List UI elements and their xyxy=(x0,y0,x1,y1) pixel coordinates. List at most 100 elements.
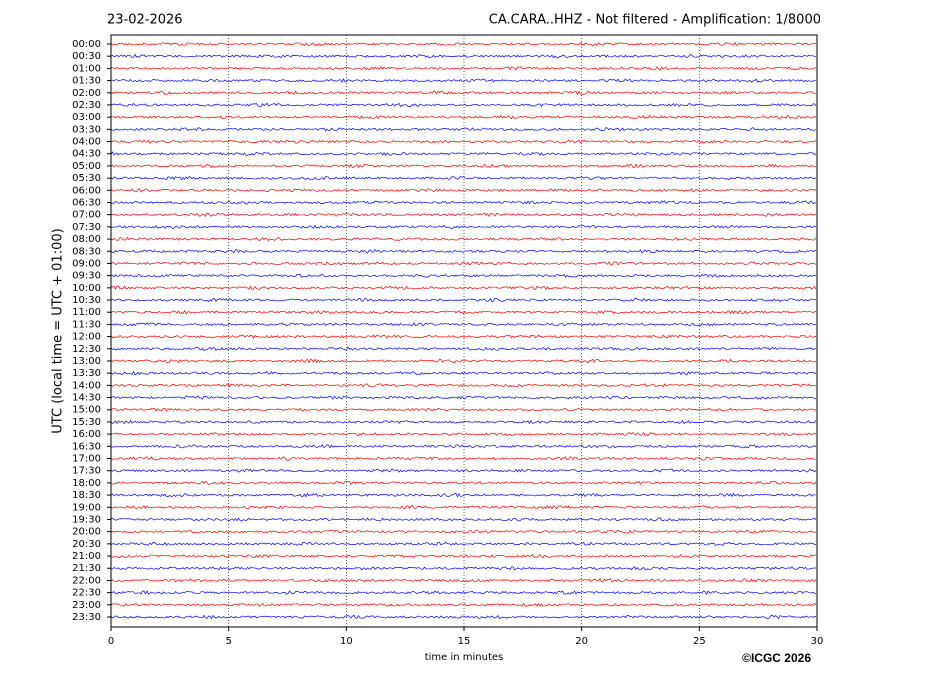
trace xyxy=(110,236,817,242)
trace xyxy=(110,358,817,364)
trace xyxy=(110,334,817,339)
y-tick-label: 00:00 xyxy=(72,39,101,50)
y-tick-label: 10:00 xyxy=(72,283,101,294)
y-tick-label: 08:00 xyxy=(72,234,101,245)
y-tick-label: 20:30 xyxy=(72,539,101,550)
chart-title: CA.CARA..HHZ - Not filtered - Amplificat… xyxy=(489,13,821,28)
trace xyxy=(110,529,817,534)
x-tick-label: 20 xyxy=(575,636,588,647)
plot-area xyxy=(110,35,817,627)
y-tick-label: 16:30 xyxy=(72,441,101,452)
trace xyxy=(110,273,817,278)
trace xyxy=(110,505,817,510)
y-tick-label: 12:00 xyxy=(72,332,101,343)
y-tick-label: 18:30 xyxy=(72,490,101,501)
y-axis-label: UTC (local time = UTC + 01:00) xyxy=(51,228,66,433)
y-tick-label: 10:30 xyxy=(72,295,101,306)
x-tick-label: 15 xyxy=(458,636,471,647)
trace xyxy=(110,53,817,59)
trace xyxy=(110,188,817,193)
trace xyxy=(110,614,817,620)
y-tick-label: 03:30 xyxy=(72,124,101,135)
trace xyxy=(110,566,817,571)
y-tick-label: 01:30 xyxy=(72,76,101,87)
y-tick-label: 12:30 xyxy=(72,344,101,355)
y-tick-label: 22:00 xyxy=(72,575,101,586)
y-tick-label: 00:30 xyxy=(72,51,101,62)
trace xyxy=(110,444,817,449)
trace xyxy=(110,602,817,608)
trace xyxy=(110,249,817,254)
trace xyxy=(110,66,817,71)
trace xyxy=(110,127,817,132)
trace xyxy=(110,407,817,412)
x-tick-label: 30 xyxy=(811,636,824,647)
y-tick-label: 19:00 xyxy=(72,502,101,513)
trace xyxy=(110,395,817,400)
y-tick-label: 13:30 xyxy=(72,368,101,379)
y-tick-label: 11:30 xyxy=(72,319,101,330)
trace xyxy=(110,370,817,376)
trace xyxy=(110,456,817,461)
y-tick-label: 17:30 xyxy=(72,466,101,477)
y-tick-label: 15:00 xyxy=(72,405,101,416)
y-tick-label: 17:00 xyxy=(72,454,101,465)
trace xyxy=(110,41,817,47)
trace xyxy=(110,492,817,498)
y-tick-label: 21:30 xyxy=(72,563,101,574)
y-tick-label: 15:30 xyxy=(72,417,101,428)
y-tick-label: 16:00 xyxy=(72,429,101,440)
trace xyxy=(110,383,817,388)
trace xyxy=(110,431,817,437)
y-tick-label: 01:00 xyxy=(72,63,101,74)
trace xyxy=(110,553,817,559)
y-tick-label: 18:00 xyxy=(72,478,101,489)
y-tick-label: 14:00 xyxy=(72,380,101,391)
y-tick-label: 23:30 xyxy=(72,612,101,623)
x-tick-label: 25 xyxy=(693,636,706,647)
y-tick-label: 05:30 xyxy=(72,173,101,184)
trace xyxy=(110,578,817,583)
y-tick-label: 08:30 xyxy=(72,246,101,257)
y-tick-label: 06:00 xyxy=(72,185,101,196)
y-tick-label: 02:00 xyxy=(72,88,101,99)
trace xyxy=(110,78,817,83)
x-tick-label: 5 xyxy=(225,636,231,647)
trace xyxy=(110,346,817,351)
trace xyxy=(110,468,817,473)
trace xyxy=(110,322,817,327)
y-tick-label: 04:00 xyxy=(72,137,101,148)
trace xyxy=(110,285,817,291)
trace xyxy=(110,102,817,108)
trace xyxy=(110,200,817,205)
y-tick-label: 23:00 xyxy=(72,600,101,611)
trace xyxy=(110,163,817,169)
y-tick-label: 06:30 xyxy=(72,197,101,208)
trace xyxy=(110,541,817,546)
y-tick-label: 07:30 xyxy=(72,222,101,233)
trace xyxy=(110,590,817,596)
y-tick-label: 11:00 xyxy=(72,307,101,318)
y-tick-label: 19:30 xyxy=(72,514,101,525)
trace xyxy=(110,212,817,218)
trace xyxy=(110,224,817,230)
credit: ©ICGC 2026 xyxy=(742,651,811,665)
y-tick-label: 05:00 xyxy=(72,161,101,172)
y-tick-label: 20:00 xyxy=(72,527,101,538)
trace xyxy=(110,114,817,120)
y-tick-label: 22:30 xyxy=(72,588,101,599)
y-tick-label: 03:00 xyxy=(72,112,101,123)
trace xyxy=(110,90,817,95)
y-tick-label: 09:30 xyxy=(72,271,101,282)
trace xyxy=(110,151,817,156)
y-tick-label: 21:00 xyxy=(72,551,101,562)
y-tick-label: 14:30 xyxy=(72,393,101,404)
chart-date: 23-02-2026 xyxy=(107,13,183,28)
trace xyxy=(110,309,817,315)
trace xyxy=(110,176,817,181)
trace xyxy=(110,480,817,486)
trace xyxy=(110,517,817,522)
y-tick-label: 07:00 xyxy=(72,210,101,221)
y-tick-label: 04:30 xyxy=(72,149,101,160)
